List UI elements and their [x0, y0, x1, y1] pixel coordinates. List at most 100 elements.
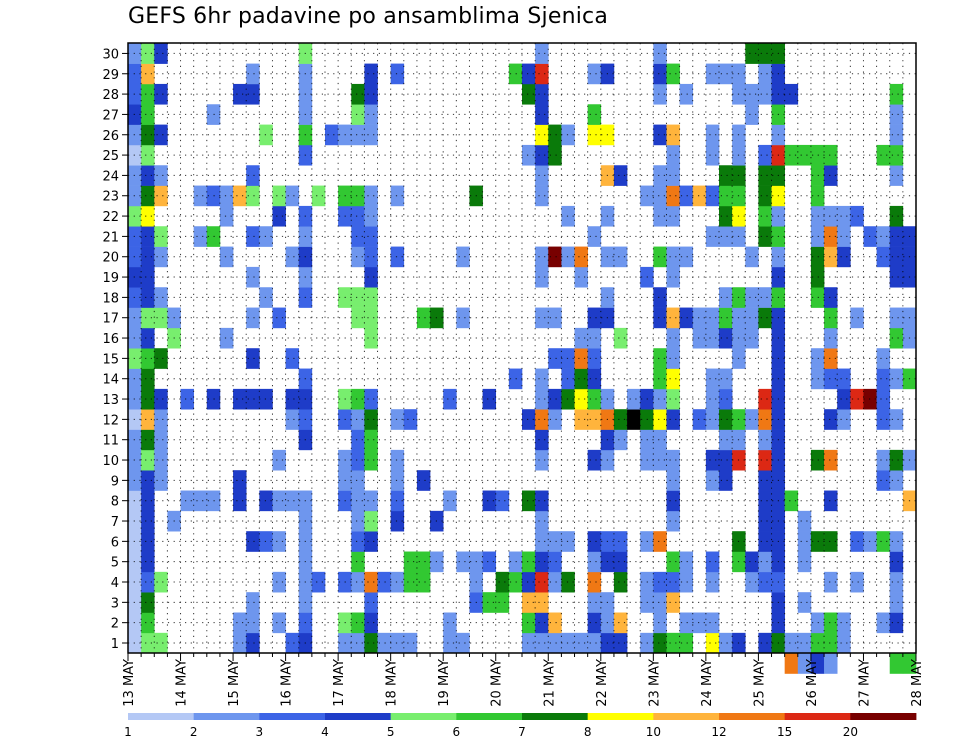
y-tick-label: 22 [102, 210, 119, 225]
heatmap-cell [613, 531, 628, 552]
heatmap-cell [246, 185, 260, 207]
legend-swatch [850, 713, 917, 720]
heatmap-cell [889, 246, 904, 268]
heatmap-cell [351, 226, 365, 247]
heatmap-cell [456, 246, 470, 268]
heatmap-cell [745, 551, 759, 573]
heatmap-cell [443, 388, 457, 410]
heatmap-cell [141, 510, 155, 532]
heatmap-cell [653, 368, 667, 390]
legend-swatch [653, 713, 720, 720]
heatmap-cell [154, 83, 168, 105]
heatmap-cell [587, 104, 602, 125]
y-tick-label: 3 [111, 596, 119, 611]
legend-swatch [456, 713, 523, 720]
heatmap-cell [364, 632, 378, 654]
heatmap-cell [837, 612, 851, 634]
heatmap-cell [154, 429, 168, 451]
heatmap-cell [351, 571, 365, 593]
heatmap-cell [364, 592, 378, 613]
heatmap-cell [522, 551, 536, 573]
heatmap-cell [745, 409, 759, 430]
heatmap-cell [797, 592, 812, 613]
heatmap-cell [390, 571, 405, 593]
heatmap-cell [824, 144, 838, 166]
heatmap-cell [495, 592, 510, 613]
heatmap-cell [535, 368, 549, 390]
x-axis: 13 MAY 14 MAY 15 MAY 16 MAY 17 MAY 18 MAY 19 M… [122, 653, 925, 707]
x-tick-label: 16 MAY [280, 659, 295, 707]
heatmap-cell [456, 632, 470, 654]
heatmap-cell [810, 246, 825, 268]
heatmap-cell [141, 124, 155, 146]
heatmap-cell [837, 409, 851, 430]
heatmap-cell [508, 63, 523, 85]
heatmap-cell [285, 388, 300, 410]
heatmap-cell [679, 571, 694, 593]
heatmap-cell [824, 246, 838, 268]
heatmap-cell [351, 531, 365, 552]
heatmap-cell [587, 388, 602, 410]
legend-level-label: 4 [321, 725, 329, 739]
y-tick-label: 4 [111, 576, 119, 591]
heatmap-cell [193, 490, 208, 512]
heatmap-cell [351, 551, 365, 573]
heatmap-cell [246, 307, 260, 329]
y-tick-label: 14 [102, 373, 119, 388]
heatmap-cell [719, 205, 733, 227]
x-tick-label: 19 MAY [437, 659, 452, 707]
heatmap-cell [824, 449, 838, 471]
heatmap-cell [154, 388, 168, 410]
y-tick-label: 24 [102, 169, 119, 184]
heatmap-cell [889, 83, 904, 105]
heatmap-cell [535, 632, 549, 654]
heatmap-cell [548, 388, 562, 410]
heatmap-cell [758, 205, 772, 227]
heatmap-cell [141, 571, 155, 593]
heatmap-cell [784, 144, 799, 166]
heatmap-cell [850, 205, 864, 227]
y-tick-label: 13 [102, 393, 119, 408]
heatmap-cell [141, 327, 155, 349]
heatmap-cell [246, 83, 260, 105]
heatmap-cell [574, 246, 588, 268]
heatmap-cell [824, 571, 838, 593]
heatmap-cell [364, 104, 378, 125]
heatmap-cell [889, 226, 904, 247]
legend-swatch [128, 713, 195, 720]
heatmap-cell [548, 124, 562, 146]
heatmap-cell [889, 449, 904, 471]
heatmap-cell [745, 327, 759, 349]
heatmap-cell [154, 409, 168, 430]
heatmap-cell [613, 612, 628, 634]
heatmap-cell [824, 327, 838, 349]
y-tick-label: 2 [111, 617, 119, 632]
heatmap-cell [666, 144, 680, 166]
x-tick-label: 27 MAY [858, 659, 873, 707]
heatmap-cell [837, 388, 851, 410]
legend-swatch [784, 713, 851, 720]
heatmap-cell [403, 632, 418, 654]
heatmap-cell [889, 571, 904, 593]
heatmap-cell [219, 327, 234, 349]
heatmap-cell [810, 144, 825, 166]
heatmap-cell [587, 531, 602, 552]
x-tick-label: 18 MAY [385, 659, 400, 707]
heatmap-cell [456, 307, 470, 329]
heatmap-cell [613, 165, 628, 186]
heatmap-cell [613, 571, 628, 593]
heatmap-cell [824, 490, 838, 512]
heatmap-cell [810, 185, 825, 207]
heatmap-cell [351, 632, 365, 654]
y-tick-label: 16 [102, 332, 119, 347]
heatmap-cell [272, 571, 286, 593]
heatmap-cell [692, 327, 707, 349]
heatmap-cell [679, 551, 694, 573]
heatmap-cell [692, 307, 707, 329]
heatmap-cell [692, 409, 707, 430]
heatmap-cell [587, 124, 602, 146]
heatmap-cell [233, 388, 247, 410]
heatmap-cell [574, 632, 588, 654]
heatmap-cell [719, 165, 733, 186]
